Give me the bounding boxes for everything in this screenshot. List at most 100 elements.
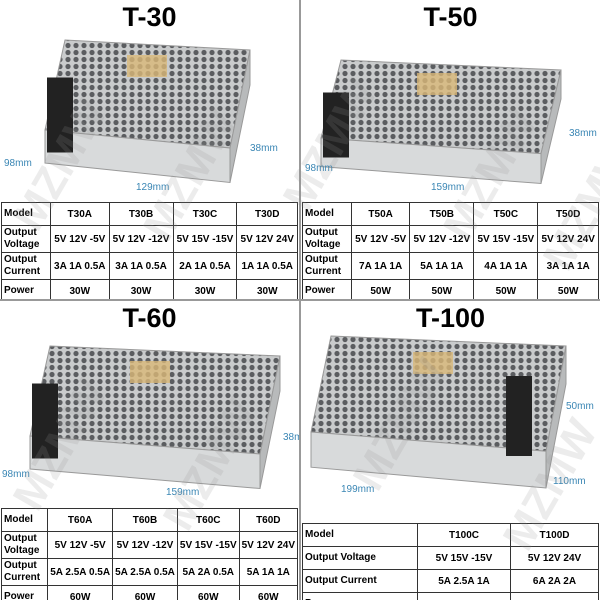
panel-title: T-50 bbox=[423, 2, 478, 32]
row-header: Model bbox=[1, 202, 51, 226]
table-cell: 50W bbox=[473, 279, 539, 299]
dimension-label: 159mm bbox=[431, 182, 465, 193]
row-header: Output Voltage bbox=[1, 225, 51, 253]
dimension-label: 38mm bbox=[250, 143, 278, 154]
table-cell: T30B bbox=[108, 202, 174, 226]
image-part bbox=[259, 355, 281, 489]
panel-title: T-60 bbox=[122, 303, 177, 333]
row-header: Output Current bbox=[302, 569, 418, 593]
table-cell: 5A 1A 1A bbox=[409, 252, 475, 280]
table-cell: 5V 12V -5V bbox=[50, 225, 110, 253]
divider bbox=[0, 299, 600, 301]
row-header: Power bbox=[302, 592, 418, 600]
row-header: Output Voltage bbox=[302, 225, 352, 253]
table-row: Output Voltage 5V 12V -5V 5V 12V -12V 5V 15… bbox=[302, 225, 599, 253]
panel-title: T-30 bbox=[122, 2, 177, 32]
table-cell: 5V 15V -15V bbox=[416, 546, 512, 570]
dimension-label: 129mm bbox=[136, 182, 170, 193]
table-cell: 5V 15V -15V bbox=[473, 225, 539, 253]
table-cell: T50A bbox=[350, 202, 411, 226]
table-cell: 5A 2.5A 0.5A bbox=[47, 558, 114, 586]
table-cell: T30A bbox=[50, 202, 110, 226]
table-cell: T100C bbox=[416, 523, 512, 547]
image-part bbox=[130, 361, 170, 383]
table-cell: 5A 2A 0.5A bbox=[176, 558, 240, 586]
table-cell: 30W bbox=[236, 279, 298, 299]
table-body: Model T50A T50B T50C T50D Output Voltage 5V 12… bbox=[302, 202, 599, 299]
image-part bbox=[323, 92, 349, 158]
table-cell: T30C bbox=[172, 202, 238, 226]
row-header: Power bbox=[0, 585, 49, 600]
table-cell: 5V 12V -12V bbox=[409, 225, 475, 253]
product-image bbox=[310, 335, 567, 489]
table-cell: 5A 1A 1A bbox=[238, 558, 299, 586]
table-row: Output Voltage 5V 12V -5V 5V 12V -12V 5V 15… bbox=[0, 531, 299, 559]
table-cell: 50W bbox=[537, 279, 599, 299]
table-cell: 30W bbox=[108, 279, 174, 299]
row-header: Output Voltage bbox=[302, 546, 418, 570]
table-row: Model T30A T30B T30C T30D bbox=[1, 202, 298, 226]
table-cell: T100D bbox=[510, 523, 599, 547]
image-part bbox=[127, 55, 167, 77]
product-image bbox=[44, 39, 251, 184]
table-cell: 5V 12V -12V bbox=[112, 531, 178, 559]
dimension-label: 38mm bbox=[569, 128, 597, 139]
dimension-label: 98mm bbox=[4, 158, 32, 169]
dimension-label: 199mm bbox=[341, 484, 375, 495]
dimension-label: 98mm bbox=[2, 469, 30, 480]
table-cell: 5A 2.5A 0.5A bbox=[112, 558, 178, 586]
table-cell: 5A 2.5A 1A bbox=[416, 569, 512, 593]
table-row: Output Current 3A 1A 0.5A 3A 1A 0.5A 2A 1A … bbox=[1, 252, 298, 280]
row-header: Output Current bbox=[302, 252, 352, 280]
table-body: Model T100C T100D Output Voltage 5V 15V -15V… bbox=[302, 523, 599, 600]
image-part bbox=[413, 352, 453, 374]
table-cell: 30W bbox=[172, 279, 238, 299]
table-cell: 60W bbox=[176, 585, 240, 600]
table-cell: 60W bbox=[238, 585, 299, 600]
image-part bbox=[417, 73, 457, 95]
dimension-label: 110mm bbox=[553, 476, 586, 487]
table-cell: 3A 1A 0.5A bbox=[108, 252, 174, 280]
table-row: Output Voltage 5V 15V -15V 5V 12V 24V bbox=[302, 546, 599, 570]
table-cell: 60W bbox=[112, 585, 178, 600]
product-image bbox=[320, 59, 562, 185]
spec-table: Model T100C T100D Output Voltage 5V 15V -15V… bbox=[302, 523, 599, 600]
row-header: Model bbox=[302, 523, 418, 547]
spec-table: Model T60A T60B T60C T60D Output Voltage 5V 12… bbox=[0, 508, 299, 600]
table-cell: 1A 1A 0.5A bbox=[236, 252, 298, 280]
panel: T-100 50mm 110mm 199mm Model T100C T100D Output… bbox=[301, 301, 600, 600]
product-image bbox=[29, 345, 281, 490]
table-row: Output Current 5A 2.5A 0.5A 5A 2.5A 0.5A 5A… bbox=[0, 558, 299, 586]
image-part bbox=[47, 77, 73, 153]
image-part bbox=[545, 345, 567, 489]
table-cell: 5V 12V 24V bbox=[537, 225, 599, 253]
dimension-label: 98mm bbox=[305, 163, 333, 174]
table-cell: 3A 1A 1A bbox=[537, 252, 599, 280]
table-cell: T50C bbox=[473, 202, 539, 226]
table-cell: 5V 12V -12V bbox=[108, 225, 174, 253]
table-cell: 5V 12V 24V bbox=[238, 531, 299, 559]
row-header: Output Current bbox=[1, 252, 51, 280]
table-cell: 5V 12V 24V bbox=[510, 546, 599, 570]
table-cell: T60A bbox=[47, 508, 114, 532]
panel: T-50 98mm 38mm 159mm Model T50A T50B T50C T50D Ou… bbox=[301, 0, 600, 299]
table-cell: 100W bbox=[510, 592, 599, 600]
table-cell: 30W bbox=[50, 279, 110, 299]
image-part bbox=[229, 49, 251, 183]
dimension-label: 50mm bbox=[566, 401, 594, 412]
panel: T-30 98mm 38mm 129mm Model T30A T30B T30C T30D Ou… bbox=[0, 0, 299, 299]
table-row: Power 50W 50W 50W 50W bbox=[302, 279, 599, 299]
panel-title: T-100 bbox=[415, 303, 486, 333]
row-header: Output Current bbox=[0, 558, 49, 586]
table-body: Model T60A T60B T60C T60D Output Voltage 5V 12… bbox=[0, 508, 299, 600]
table-cell: T50D bbox=[537, 202, 599, 226]
table-cell: 5V 12V -5V bbox=[47, 531, 114, 559]
spec-table: Model T50A T50B T50C T50D Output Voltage 5V 12… bbox=[302, 202, 599, 299]
table-cell: T60C bbox=[176, 508, 240, 532]
table-row: Model T100C T100D bbox=[302, 523, 599, 547]
table-cell: 7A 1A 1A bbox=[350, 252, 411, 280]
table-row: Output Voltage 5V 12V -5V 5V 12V -12V 5V 15… bbox=[1, 225, 298, 253]
table-cell: 3A 1A 0.5A bbox=[50, 252, 110, 280]
table-cell: 50W bbox=[350, 279, 411, 299]
table-cell: 5V 12V -5V bbox=[350, 225, 411, 253]
